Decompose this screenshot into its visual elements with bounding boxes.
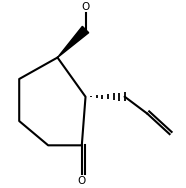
Text: O: O — [78, 176, 86, 186]
Text: O: O — [81, 2, 90, 12]
Polygon shape — [57, 26, 89, 58]
